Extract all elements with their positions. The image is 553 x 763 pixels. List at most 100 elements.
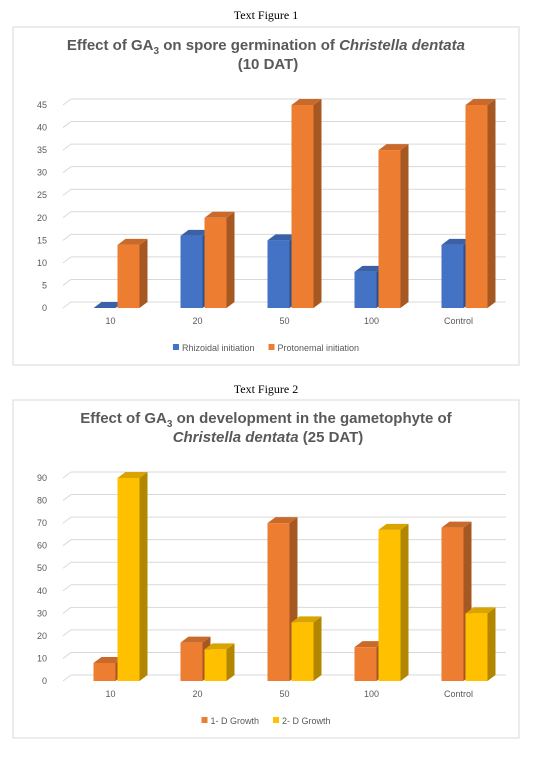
- bar-front: [204, 649, 227, 681]
- bar: [117, 472, 148, 681]
- y-tick-label: 5: [42, 280, 47, 290]
- chart-title: Effect of GA3 on spore germination of Ch…: [67, 37, 469, 73]
- grid-line: [62, 98, 72, 106]
- legend-label: 1- D Growth: [210, 716, 259, 726]
- grid-line: [62, 494, 72, 501]
- legend-swatch: [268, 344, 275, 350]
- y-tick-label: 25: [37, 190, 47, 200]
- x-tick-label: 100: [364, 689, 379, 699]
- grid-line: [62, 256, 72, 264]
- bar-top: [441, 238, 472, 245]
- chart-title: Effect of GA3 on development in the game…: [80, 410, 456, 446]
- y-tick-label: 20: [37, 631, 47, 641]
- bar-top: [267, 517, 298, 524]
- y-tick-label: 30: [37, 168, 47, 178]
- y-tick-label: 40: [37, 586, 47, 596]
- title-part: Effect of GA: [80, 410, 167, 427]
- bar-top: [267, 234, 298, 241]
- bar-front: [465, 105, 488, 308]
- bar-side: [400, 144, 409, 308]
- chart: Effect of GA3 on development in the game…: [12, 399, 520, 739]
- x-tick-label: 20: [192, 689, 202, 699]
- title-part: 3: [154, 46, 160, 57]
- y-tick-label: 90: [37, 473, 47, 483]
- bar-top: [465, 607, 496, 614]
- legend-swatch: [201, 717, 208, 723]
- grid-line: [62, 301, 72, 309]
- x-tick-label: 100: [364, 316, 379, 326]
- bar-front: [441, 527, 464, 681]
- bar-side: [487, 607, 496, 681]
- bar: [291, 99, 322, 308]
- bar-front: [465, 613, 488, 681]
- caption: Text Figure 1: [234, 8, 298, 22]
- bar-top: [93, 302, 124, 308]
- y-tick-label: 20: [37, 213, 47, 223]
- bar-side: [487, 99, 496, 308]
- bar: [378, 144, 409, 308]
- title-part: on development in the gametophyte of: [172, 410, 452, 427]
- bar-front: [93, 662, 116, 681]
- bar-top: [204, 643, 235, 650]
- bar-front: [291, 105, 314, 308]
- legend-swatch: [273, 717, 279, 723]
- bar: [378, 523, 409, 681]
- bar-front: [354, 647, 377, 681]
- y-tick-label: 45: [37, 100, 47, 110]
- grid-line: [62, 233, 72, 241]
- y-tick-label: 40: [37, 123, 47, 133]
- bar-top: [93, 656, 124, 663]
- bar-top: [378, 144, 409, 151]
- title-part: Christella dentata: [339, 37, 465, 54]
- legend: Rhizoidal initiation Protonemal initiatio…: [172, 343, 359, 353]
- bar-side: [226, 211, 235, 308]
- y-tick-label: 50: [37, 563, 47, 573]
- bar-side: [313, 99, 322, 308]
- bar-front: [378, 529, 401, 681]
- title-part: Effect of GA: [67, 37, 154, 54]
- bar-front: [291, 622, 314, 681]
- bar: [465, 99, 496, 308]
- grid-line: [62, 471, 72, 479]
- y-tick-label: 10: [37, 653, 47, 663]
- chart-frame: [12, 26, 520, 366]
- legend-label: 2- D Growth: [282, 716, 331, 726]
- grid-line: [62, 211, 72, 219]
- grid-line: [62, 166, 72, 174]
- y-tick-label: 0: [42, 303, 47, 313]
- y-tick-label: 70: [37, 518, 47, 528]
- grid-line: [62, 584, 72, 592]
- grid-line: [62, 606, 72, 614]
- grid-line: [62, 143, 72, 151]
- x-tick-label: 10: [105, 689, 115, 699]
- bar-top: [441, 521, 472, 528]
- bar-front: [117, 244, 140, 308]
- grid-line: [62, 539, 72, 547]
- x-tick-label: 50: [279, 689, 289, 699]
- legend-label: Rhizoidal initiation: [182, 343, 255, 353]
- grid-line: [62, 674, 72, 682]
- bar-top: [204, 211, 235, 218]
- bar-top: [117, 472, 148, 478]
- title-part: on spore germination of: [159, 37, 339, 54]
- y-tick-label: 80: [37, 496, 47, 506]
- bar-side: [313, 616, 322, 681]
- y-tick-label: 10: [37, 258, 47, 268]
- caption: Text Figure 2: [234, 382, 298, 396]
- x-tick-label: 50: [279, 316, 289, 326]
- bar-front: [441, 244, 464, 308]
- legend: 1- D Growth 2- D Growth: [201, 716, 331, 726]
- bar-front: [267, 523, 290, 681]
- bar-top: [291, 616, 322, 623]
- bar-top: [291, 99, 322, 105]
- bar-front: [204, 217, 227, 308]
- bar-side: [400, 523, 409, 681]
- legend-swatch: [172, 344, 179, 350]
- title-part: 3: [167, 419, 173, 430]
- y-tick-label: 60: [37, 541, 47, 551]
- bar: [204, 211, 235, 308]
- bar-front: [378, 150, 401, 308]
- grid-line: [62, 652, 72, 659]
- y-tick-label: 30: [37, 608, 47, 618]
- y-tick-label: 35: [37, 145, 47, 155]
